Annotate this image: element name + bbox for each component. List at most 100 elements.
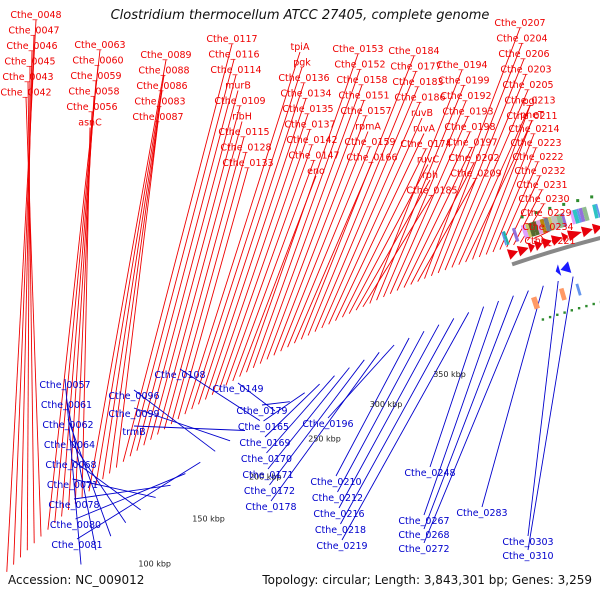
callout-line: [25, 97, 42, 537]
forward-gene-arrow: [506, 249, 519, 260]
forward-gene-label: Cthe_0147: [288, 151, 339, 162]
forward-gene-label: Cthe_0185: [406, 186, 457, 197]
cog-segment: [543, 217, 552, 233]
callout-line: [218, 129, 311, 391]
callout-line: [261, 401, 290, 406]
forward-gene-label: Cthe_0157: [340, 106, 391, 117]
callout-line: [362, 195, 433, 308]
reverse-gene-label: Cthe_0268: [398, 530, 449, 541]
callout-line: [300, 55, 415, 340]
reverse-gene-label: Cthe_0218: [315, 525, 366, 536]
length-value: 3,843,301 bp: [423, 573, 504, 587]
reverse-gene-label: Cthe_0178: [245, 502, 296, 513]
callout-line: [287, 146, 371, 348]
forward-gene-label: Cthe_0231: [516, 180, 567, 191]
cog-segment: [550, 214, 560, 230]
forward-gene-label: Cthe_0214: [508, 124, 559, 135]
cog-segment: [572, 209, 580, 224]
forward-gene-label: Cthe_0137: [284, 120, 335, 131]
forward-gene-label: Cthe_0222: [512, 152, 563, 163]
forward-gene-label: Cthe_0199: [438, 76, 489, 87]
callout-line: [340, 318, 455, 525]
reverse-gene-label: trmB: [122, 427, 145, 438]
cog-segment: [525, 223, 533, 238]
cog-segment: [502, 230, 510, 246]
forward-gene-label: pgi: [523, 96, 538, 107]
reverse-gene-arrow: [560, 261, 572, 273]
forward-gene-label: Cthe_0232: [514, 166, 565, 177]
callout-line: [81, 127, 91, 498]
scale-tick: [577, 307, 581, 310]
callout-line: [533, 231, 549, 239]
callout-line: [122, 43, 233, 462]
forward-gene-label: Cthe_0046: [6, 41, 57, 52]
forward-gene-label: Cthe_0213: [504, 96, 555, 107]
callout-line: [26, 66, 31, 551]
callout-line: [225, 144, 313, 386]
forward-gene-label: Cthe_0229: [520, 208, 571, 219]
forward-gene-label: Cthe_0159: [344, 137, 395, 148]
callout-line: [191, 67, 303, 410]
forward-gene-label: pheT: [520, 110, 544, 121]
forward-gene-label: Cthe_0048: [10, 10, 61, 21]
callout-line: [237, 382, 276, 412]
callout-line: [269, 359, 365, 486]
scale-label: 250 kbp: [308, 435, 341, 444]
reverse-gene-label: Cthe_0212: [312, 493, 363, 504]
callout-line: [327, 344, 395, 419]
forward-gene-label: Cthe_0043: [2, 72, 53, 83]
forward-gene-label: tpiA: [291, 42, 310, 53]
callout-line: [75, 473, 186, 520]
forward-gene-label: Cthe_0177: [390, 62, 441, 73]
topology-value: circular: [322, 573, 367, 587]
callout-line: [341, 148, 427, 318]
reverse-gene-label: Cthe_0057: [39, 380, 90, 391]
forward-gene-label: murB: [225, 81, 251, 92]
reverse-gene-label: Cthe_0303: [502, 537, 553, 548]
forward-gene-callout-lines: [6, 19, 551, 572]
callout-line: [451, 89, 529, 268]
callout-line: [66, 398, 97, 551]
callout-line: [429, 306, 485, 468]
forward-gene-labels: Cthe_0048 Cthe_0047 Cthe_0046 Cthe_0045 Cthe…: [0, 10, 575, 247]
scale-tick: [556, 313, 559, 316]
callout-line: [492, 147, 537, 253]
reverse-gene-label: Cthe_0081: [51, 540, 102, 551]
callout-line: [20, 50, 33, 558]
reverse-gene-label: Cthe_0064: [44, 440, 95, 451]
forward-gene-label: Cthe_0205: [502, 80, 553, 91]
forward-gene-label: Cthe_0203: [500, 65, 551, 76]
forward-gene-label: Cthe_0202: [448, 153, 499, 164]
callout-line: [423, 295, 514, 530]
reverse-gene-label: Cthe_0169: [239, 438, 290, 449]
forward-gene-label: Cthe_0114: [210, 65, 261, 76]
forward-gene-label: Cthe_0230: [518, 194, 569, 205]
forward-gene-label: Cthe_0056: [66, 102, 117, 113]
reverse-gene-label: Cthe_0171: [242, 470, 293, 481]
callout-line: [270, 352, 380, 502]
callout-line: [527, 280, 559, 537]
reverse-gene-label: Cthe_0108: [154, 370, 205, 381]
scale-tick: [520, 215, 524, 219]
forward-gene-label: ruvB: [411, 108, 433, 119]
forward-gene-label: Cthe_0209: [450, 169, 501, 180]
callout-line: [70, 458, 141, 511]
forward-gene-label: asnC: [78, 118, 102, 129]
scale-tick: [548, 315, 552, 319]
scale-tick: [590, 195, 594, 199]
callout-line: [133, 425, 246, 431]
scale-label: 200 kbp: [249, 473, 282, 482]
reverse-gene-label: Cthe_0170: [241, 454, 292, 465]
forward-gene-label: Cthe_0221: [524, 236, 575, 247]
cog-segment: [576, 208, 583, 223]
callout-line: [369, 69, 463, 304]
scale-tick: [585, 304, 588, 308]
forward-gene-label: rph: [422, 170, 438, 181]
callout-line: [267, 367, 350, 470]
forward-gene-label: pgk: [293, 58, 311, 69]
scale-labels: 100 kbp 150 kbp 200 kbp 250 kbp 300 kbp 350 k…: [138, 370, 465, 569]
cog-segment: [560, 212, 568, 228]
callout-line: [163, 136, 245, 430]
callout-line: [410, 162, 475, 285]
cog-segment: [558, 287, 567, 301]
